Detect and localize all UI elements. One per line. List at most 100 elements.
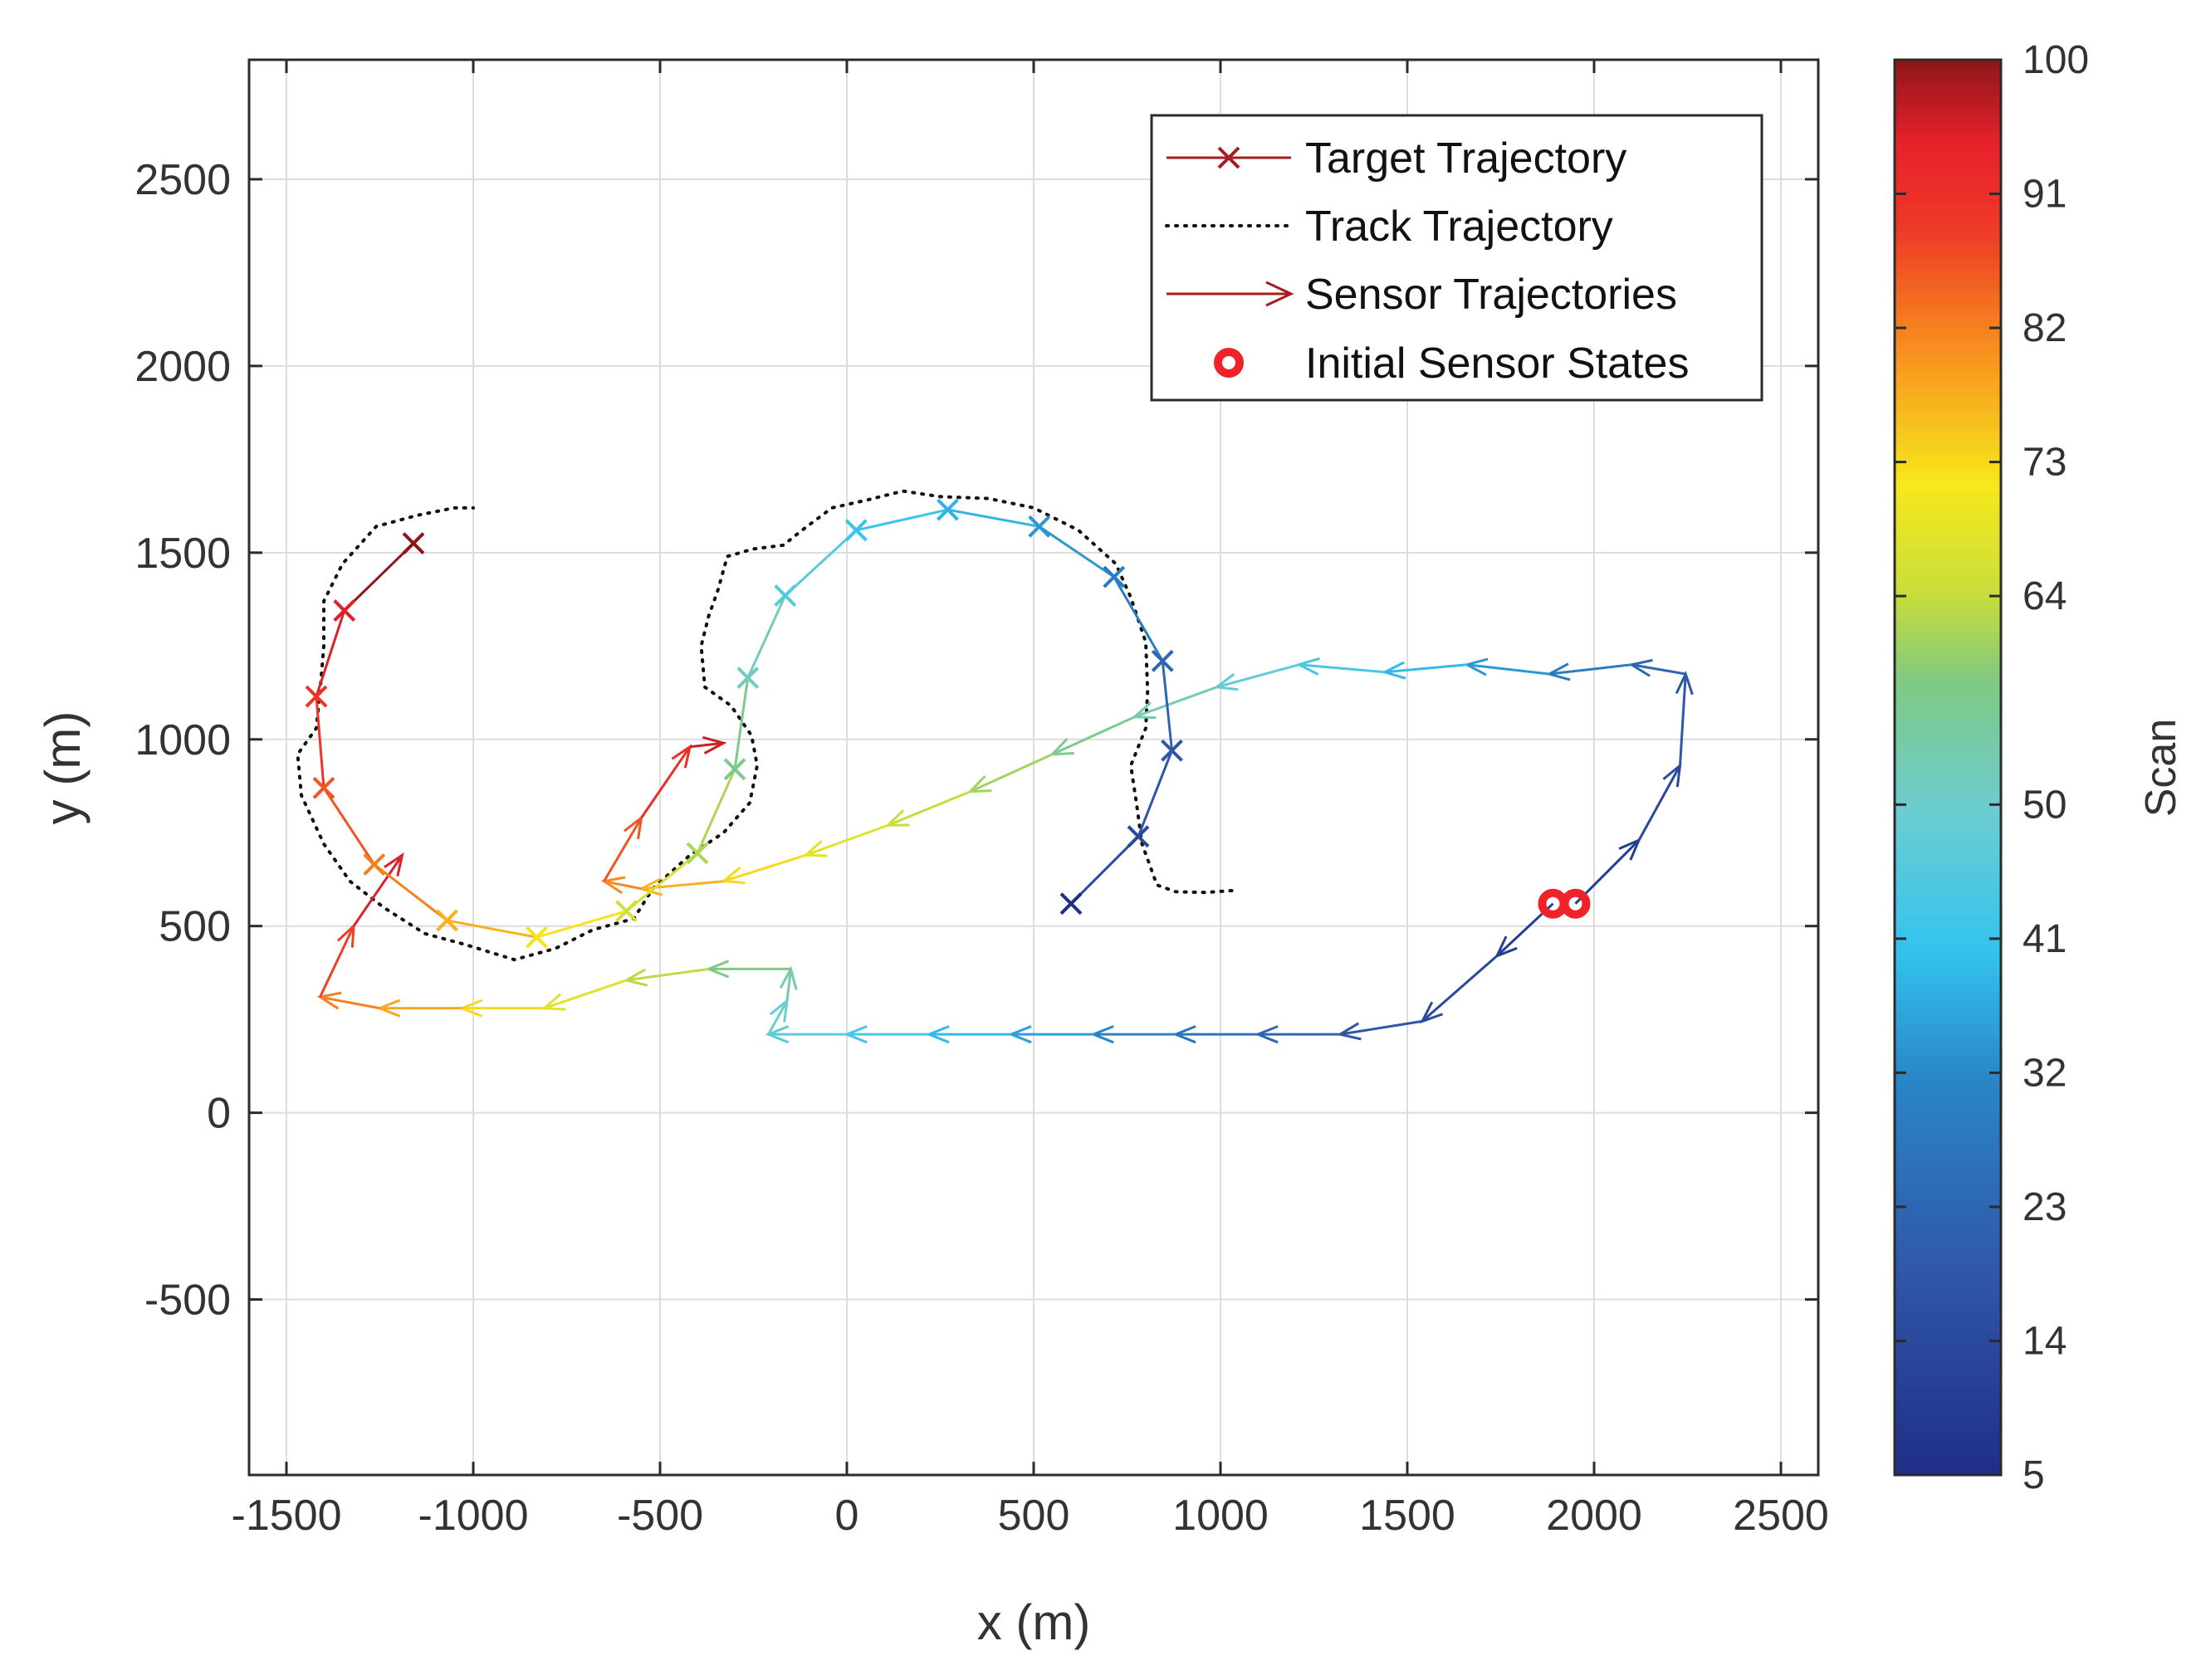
target-marker: [723, 758, 746, 781]
target-segment: [746, 594, 787, 679]
target-segment: [696, 769, 736, 854]
target-marker: [686, 842, 709, 865]
target-segment: [784, 529, 858, 597]
y-axis-label: y (m): [35, 711, 90, 825]
colorbar-label: Scan: [2137, 719, 2185, 818]
sensor-1-segment: [1574, 839, 1641, 905]
sensor-1-segment: [723, 853, 806, 883]
target-marker: [615, 900, 638, 923]
sensor-2-segment: [1421, 955, 1498, 1023]
target-segment: [947, 508, 1040, 528]
sensor-1-arrowhead: [1545, 662, 1571, 681]
sensor-2-segment: [785, 969, 792, 1001]
x-tick-label: 1500: [1359, 1492, 1455, 1540]
sensor-2-segment: [319, 925, 355, 998]
sensor-1-arrowhead: [1675, 670, 1694, 696]
colorbar-tick-label: 5: [2023, 1453, 2045, 1497]
sensor-1-segment: [640, 745, 692, 819]
legend-sensor-arrowhead: [1265, 281, 1294, 307]
sensor-1-arrowhead: [966, 774, 992, 794]
colorbar-tick-label: 14: [2023, 1319, 2067, 1363]
sensor-1-segment: [603, 817, 643, 882]
initial-layer: [1538, 888, 1591, 919]
sensor-1-segment: [1631, 663, 1686, 676]
sensor-1-segment: [969, 753, 1054, 794]
target-marker: [436, 909, 458, 932]
legend: Target Trajectory Track Trajectory Senso…: [1150, 114, 1763, 402]
colorbar-tick-label: 64: [2023, 574, 2067, 618]
target-marker: [1059, 892, 1083, 916]
target-marker: [844, 519, 868, 542]
colorbar-tick-label: 41: [2023, 917, 2067, 961]
sensor-1-arrowhead: [600, 876, 626, 895]
target-marker: [305, 685, 328, 708]
target-segment: [1161, 661, 1173, 751]
target-marker: [774, 584, 797, 607]
colorbar-tick-label: 100: [2023, 38, 2089, 82]
target-marker: [1151, 649, 1174, 672]
target-segment: [1069, 835, 1140, 905]
target-segment: [447, 919, 537, 939]
sensor-2-arrowhead: [769, 998, 789, 1023]
colorbar-tick-label: 82: [2023, 306, 2067, 350]
target-segment: [1113, 576, 1164, 662]
x-tick-label: 0: [835, 1492, 859, 1540]
sensor-1-segment: [887, 790, 971, 827]
y-tick-label: 1000: [135, 716, 231, 764]
legend-target-label: Target Trajectory: [1305, 134, 1626, 183]
sensor-2-segment: [320, 995, 380, 1010]
y-tick-label: 500: [159, 903, 231, 951]
target-marker: [402, 532, 425, 554]
target-segment: [343, 542, 415, 612]
sensor-1-segment: [1216, 663, 1299, 689]
sensor-1-arrowhead: [1295, 657, 1320, 676]
target-segment: [1137, 750, 1173, 838]
y-tick-label: 2000: [135, 343, 231, 391]
colorbar-tick-label: 73: [2023, 441, 2067, 485]
sensor-2-segment: [1339, 1019, 1423, 1036]
sensor-layer: [316, 657, 1694, 1044]
sensor-1-arrowhead: [702, 735, 727, 755]
target-segment: [855, 508, 948, 532]
sensor-1-segment: [604, 880, 642, 891]
target-marker: [333, 599, 356, 622]
x-tick-label: -1500: [232, 1492, 342, 1540]
y-tick-label: -500: [144, 1277, 231, 1325]
sensor-2-arrowhead: [1494, 935, 1518, 959]
sensor-2-arrowhead: [384, 852, 404, 877]
y-tick-label: 1500: [135, 530, 231, 578]
sensor-1-segment: [1637, 764, 1681, 841]
target-segment: [625, 852, 698, 912]
sensor-2-segment: [352, 854, 404, 927]
x-tick-label: 500: [998, 1492, 1070, 1540]
legend-target-marker: [1217, 146, 1240, 169]
target-marker: [736, 667, 760, 689]
sensor-2-segment: [544, 979, 627, 1010]
target-segment: [322, 787, 376, 866]
track-layer: [296, 489, 1234, 962]
target-marker: [1127, 825, 1150, 848]
sensor-1-segment: [689, 741, 724, 749]
target-marker: [1028, 515, 1051, 538]
sensor-1-segment: [1133, 686, 1218, 719]
x-tick-label: -1000: [418, 1492, 529, 1540]
target-marker: [937, 498, 959, 521]
target-marker: [312, 776, 335, 799]
x-tick-label: 2000: [1546, 1492, 1642, 1540]
legend-sensor-label: Sensor Trajectories: [1305, 271, 1677, 319]
sensor-1-arrowhead: [1463, 657, 1489, 676]
sensor-2-arrowhead: [316, 991, 342, 1010]
track-trajectory-line: [296, 489, 1234, 962]
sensor-1-segment: [1299, 663, 1386, 674]
colorbar-tick-label: 91: [2023, 173, 2067, 217]
colorbar: [1893, 58, 2003, 1477]
legend-initial-label: Initial Sensor States: [1305, 339, 1689, 388]
sensor-1-segment: [1466, 663, 1550, 676]
y-tick-label: 0: [207, 1090, 231, 1138]
x-tick-label: 2500: [1733, 1492, 1829, 1540]
target-marker: [526, 925, 548, 949]
sensor-1-segment: [1548, 663, 1632, 676]
target-segment: [733, 677, 750, 769]
